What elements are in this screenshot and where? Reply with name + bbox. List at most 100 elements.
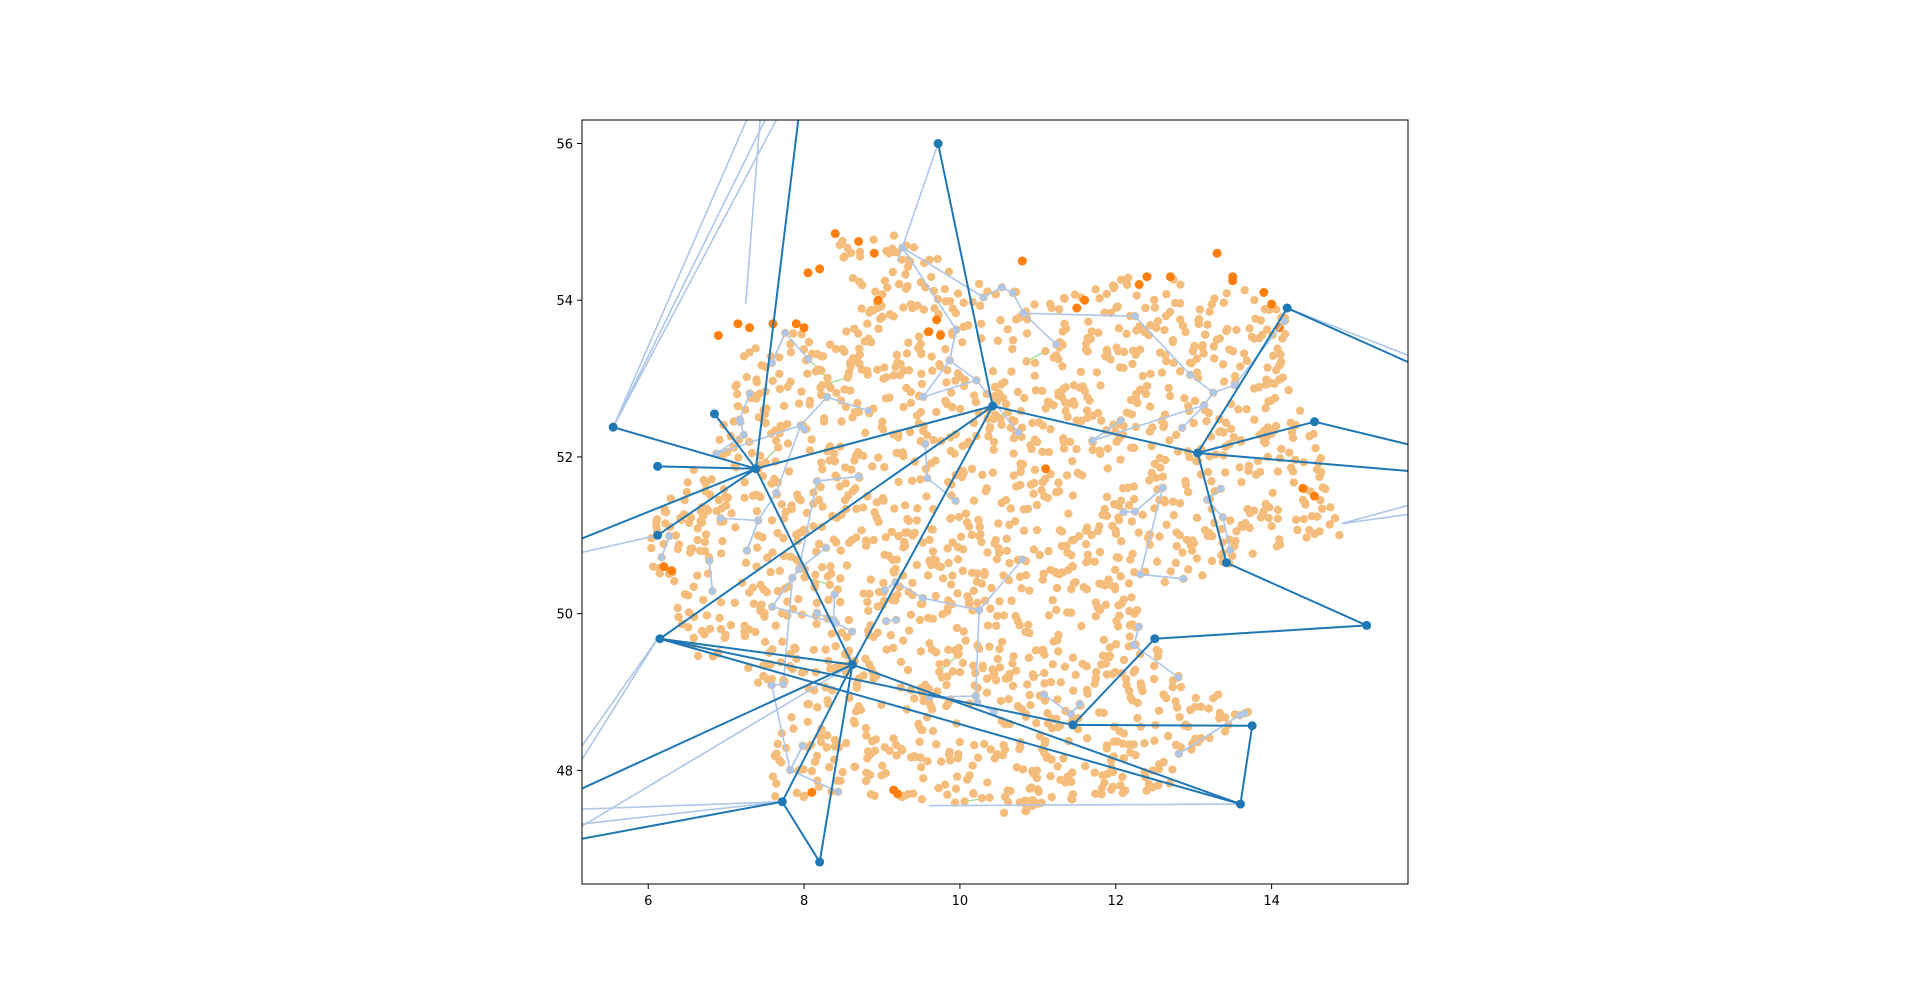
bus-point — [953, 650, 962, 660]
transmission-line — [612, 120, 748, 428]
bus-point — [926, 702, 936, 711]
bus-point — [826, 664, 835, 673]
bus-point — [1160, 498, 1169, 507]
transmission-line — [948, 329, 957, 361]
bus-point — [997, 420, 1006, 430]
bus-point — [1059, 444, 1069, 453]
bus-point — [1222, 289, 1231, 298]
bus-point — [912, 516, 921, 525]
transmission-line — [612, 120, 767, 428]
bus-point — [962, 775, 972, 784]
bus-point — [861, 724, 871, 733]
y-tick-label: 56 — [556, 138, 573, 153]
bus-point — [1029, 545, 1039, 554]
bus-point — [923, 613, 933, 623]
bus-point — [916, 407, 926, 417]
bus-point — [1287, 428, 1297, 437]
transmission-line — [582, 638, 659, 762]
bus-point — [831, 641, 840, 651]
bus-point — [865, 770, 875, 780]
bus-point — [807, 435, 816, 444]
bus-point — [892, 350, 902, 360]
bus-point — [953, 589, 962, 598]
hub-link — [852, 663, 1241, 806]
bus-point — [832, 473, 842, 482]
bus-point — [992, 611, 1002, 621]
bus-point — [1150, 736, 1159, 745]
bus-point — [1155, 348, 1165, 357]
bus-point — [899, 303, 908, 312]
transmission-node — [1186, 371, 1194, 379]
bus-point — [906, 299, 916, 309]
bus-point — [788, 329, 798, 338]
bus-point — [702, 611, 712, 620]
transmission-node — [1226, 546, 1234, 554]
bus-point — [1168, 765, 1177, 774]
bus-point — [1152, 323, 1161, 333]
bus-point — [1165, 436, 1174, 445]
bus-point — [980, 596, 990, 605]
bus-point — [948, 667, 958, 676]
bus-point — [1189, 418, 1198, 428]
bus-point — [762, 587, 772, 597]
bus-point — [1187, 546, 1197, 555]
bus-point — [1057, 541, 1066, 551]
transmission-node — [712, 450, 720, 458]
hub-link — [851, 405, 994, 666]
bus-point-highlight — [924, 327, 934, 337]
bus-point — [753, 678, 763, 687]
bus-point — [925, 535, 934, 544]
bus-point — [991, 411, 1001, 420]
bus-point — [1040, 492, 1049, 501]
bus-point — [1274, 375, 1284, 384]
bus-point — [768, 548, 777, 557]
bus-point — [647, 543, 656, 553]
hub-link — [659, 405, 994, 640]
bus-point — [840, 347, 849, 356]
bus-point — [902, 383, 911, 393]
bus-point — [1108, 281, 1118, 290]
bus-point — [648, 562, 658, 571]
bus-point — [992, 750, 1002, 759]
bus-point — [1295, 406, 1305, 415]
bus-point — [693, 535, 702, 545]
bus-point — [787, 713, 796, 722]
bus-point — [1184, 487, 1193, 497]
hub-link — [659, 637, 853, 666]
bus-point — [1053, 722, 1063, 732]
transmission-node — [1280, 317, 1288, 325]
bus-point — [698, 595, 708, 605]
bus-point — [906, 610, 916, 619]
transmission-line — [826, 396, 869, 412]
bus-point — [916, 339, 925, 349]
bus-point — [693, 524, 702, 533]
bus-point — [1076, 367, 1086, 377]
bus-point — [894, 477, 903, 487]
hub-link — [1072, 638, 1156, 726]
bus-point — [894, 433, 903, 442]
bus-point — [1006, 504, 1015, 513]
bus-point-highlight — [1298, 483, 1308, 493]
bus-point — [777, 500, 786, 509]
hub-link — [1197, 420, 1315, 454]
bus-point — [1068, 562, 1077, 571]
bus-point — [802, 508, 811, 518]
bus-point — [852, 356, 861, 366]
bus-point — [1285, 448, 1294, 457]
bus-point — [1004, 694, 1013, 704]
bus-point — [962, 518, 972, 527]
bus-point — [804, 337, 814, 347]
bus-point — [899, 366, 909, 375]
bus-point-highlight — [733, 319, 743, 329]
bus-point — [903, 528, 912, 537]
bus-point — [919, 305, 929, 314]
hub-node — [988, 401, 998, 411]
bus-point — [1208, 531, 1217, 541]
bus-point — [1050, 567, 1060, 576]
bus-point — [1184, 565, 1193, 574]
bus-point — [957, 338, 967, 347]
bus-point — [974, 279, 984, 289]
bus-point — [1171, 558, 1181, 568]
bus-point — [1116, 496, 1126, 506]
bus-point — [887, 527, 897, 537]
